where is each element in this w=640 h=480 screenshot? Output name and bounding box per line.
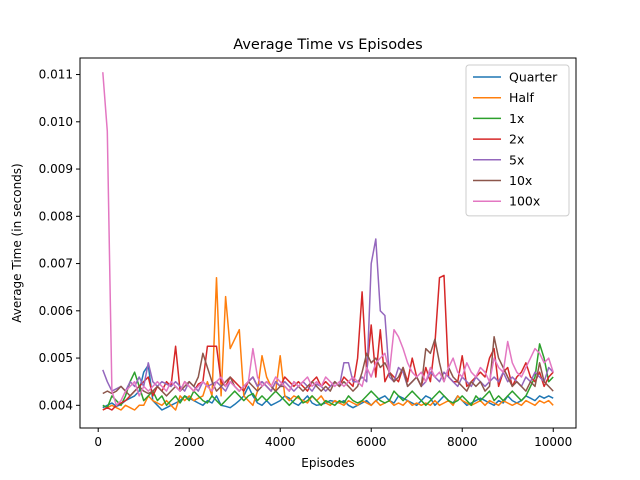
series-layer: [102, 72, 554, 411]
x-axis: 0 2000 4000 6000 8000 10000: [94, 428, 572, 449]
series-line-2x: [102, 274, 554, 411]
chart-title: Average Time vs Episodes: [233, 37, 423, 53]
series-line-half: [102, 276, 554, 411]
y-axis-label: Average Time (in seconds): [10, 163, 24, 322]
legend-label-half: Half: [509, 90, 535, 105]
y-tick-label: 0.004: [39, 398, 73, 412]
legend-label-quarter: Quarter: [509, 70, 558, 85]
x-tick-label: 6000: [356, 435, 387, 449]
legend-label-2x: 2x: [509, 132, 524, 147]
x-axis-label: Episodes: [301, 456, 354, 470]
series-line-100x: [102, 72, 554, 407]
y-tick-label: 0.007: [39, 257, 73, 271]
plot-frame: [79, 57, 577, 429]
x-tick-label: 4000: [265, 435, 296, 449]
series-line-1x: [102, 343, 554, 409]
legend-label-1x: 1x: [509, 111, 524, 126]
legend-label-10x: 10x: [509, 173, 532, 188]
x-tick-label: 0: [94, 435, 102, 449]
y-axis: 0.004 0.005 0.006 0.007 0.008 0.009 0.010 0.011: [39, 68, 80, 412]
y-tick-label: 0.011: [39, 68, 73, 82]
x-tick-label: 2000: [174, 435, 205, 449]
legend-box: [465, 64, 570, 217]
legend-label-5x: 5x: [509, 152, 524, 167]
legend: Quarter Half 1x 2x 5x 10x 100x: [465, 64, 570, 217]
y-tick-label: 0.005: [39, 351, 73, 365]
x-tick-label: 8000: [447, 435, 478, 449]
y-tick-label: 0.008: [39, 209, 73, 223]
y-tick-label: 0.009: [39, 162, 73, 176]
y-tick-label: 0.006: [39, 304, 73, 318]
legend-label-100x: 100x: [509, 194, 540, 209]
x-tick-label: 10000: [534, 435, 572, 449]
y-tick-label: 0.010: [39, 115, 73, 129]
